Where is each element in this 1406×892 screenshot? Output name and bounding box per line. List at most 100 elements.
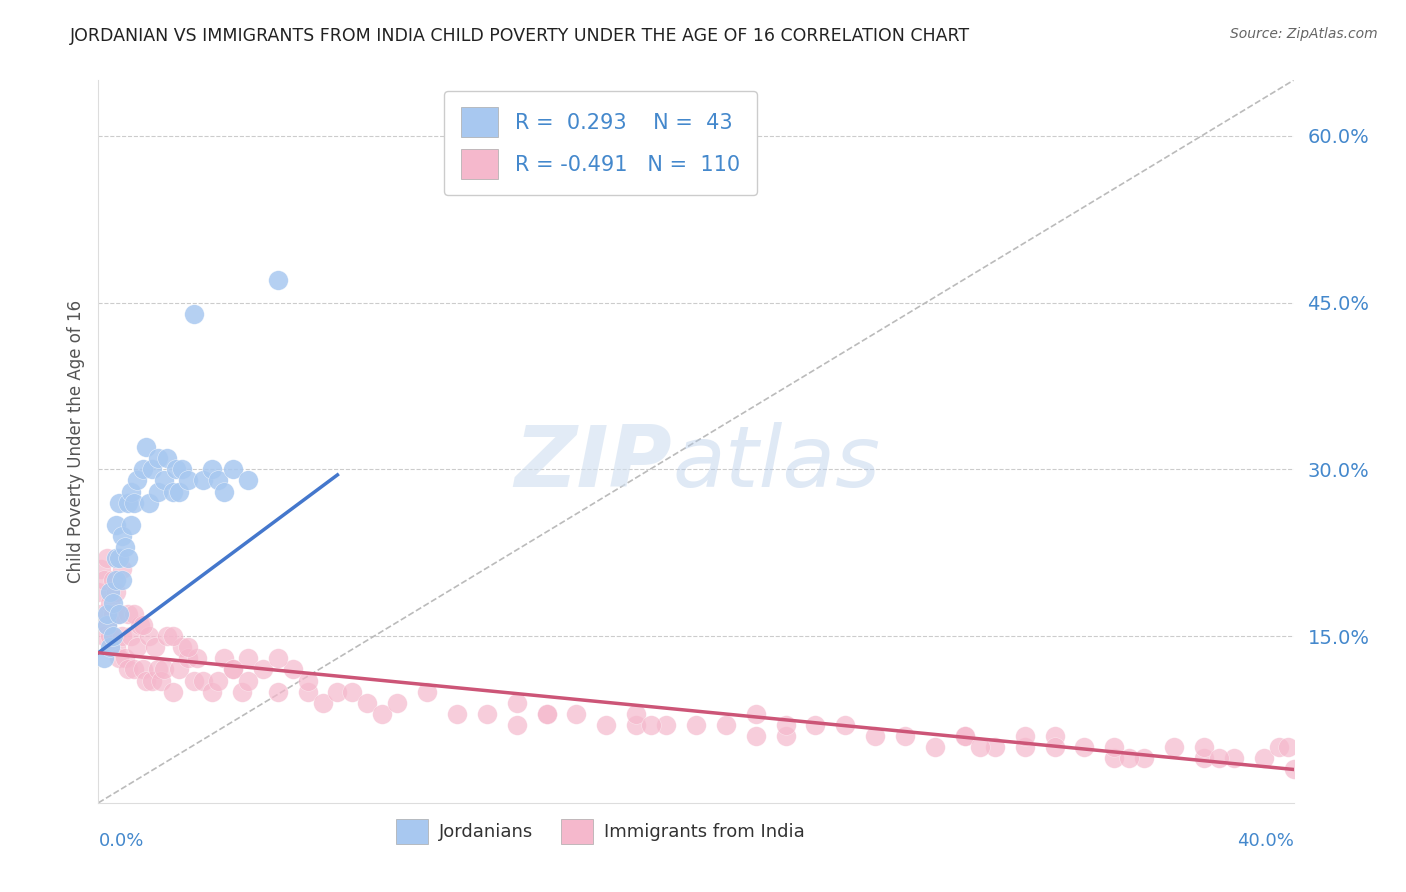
Text: ZIP: ZIP bbox=[515, 422, 672, 505]
Point bbox=[162, 484, 184, 499]
Point bbox=[222, 662, 245, 676]
Point bbox=[207, 673, 229, 688]
Point bbox=[207, 474, 229, 488]
Point bbox=[236, 651, 259, 665]
Point bbox=[93, 574, 115, 588]
Point bbox=[745, 706, 768, 721]
Point bbox=[186, 651, 208, 665]
Point bbox=[1282, 763, 1305, 777]
Point bbox=[108, 607, 131, 621]
Point bbox=[148, 662, 170, 676]
Point bbox=[105, 551, 128, 566]
Point bbox=[103, 607, 125, 621]
Point bbox=[714, 718, 737, 732]
Point bbox=[342, 684, 364, 698]
Point bbox=[105, 584, 128, 599]
Point bbox=[129, 618, 152, 632]
Text: 0.0%: 0.0% bbox=[98, 831, 143, 850]
Point bbox=[156, 629, 179, 643]
Point bbox=[150, 673, 173, 688]
Point bbox=[236, 474, 259, 488]
Point bbox=[1277, 740, 1299, 755]
Point bbox=[201, 684, 224, 698]
Point bbox=[953, 729, 976, 743]
Point bbox=[1223, 751, 1246, 765]
Point bbox=[236, 673, 259, 688]
Point bbox=[212, 651, 235, 665]
Point bbox=[626, 718, 648, 732]
Point bbox=[103, 596, 125, 610]
Point bbox=[96, 607, 118, 621]
Point bbox=[191, 474, 214, 488]
Point bbox=[124, 607, 146, 621]
Point bbox=[105, 517, 128, 532]
Point bbox=[177, 640, 200, 655]
Point bbox=[1043, 729, 1066, 743]
Point bbox=[775, 718, 797, 732]
Point bbox=[1014, 729, 1036, 743]
Point bbox=[141, 673, 163, 688]
Point bbox=[1118, 751, 1140, 765]
Point bbox=[1208, 751, 1230, 765]
Point bbox=[138, 629, 160, 643]
Point bbox=[90, 562, 112, 576]
Point bbox=[894, 729, 917, 743]
Point bbox=[111, 629, 134, 643]
Point bbox=[153, 662, 176, 676]
Point bbox=[1043, 740, 1066, 755]
Legend: Jordanians, Immigrants from India: Jordanians, Immigrants from India bbox=[389, 812, 811, 852]
Point bbox=[1073, 740, 1095, 755]
Point bbox=[297, 684, 319, 698]
Point bbox=[385, 696, 409, 710]
Point bbox=[132, 618, 155, 632]
Point bbox=[183, 673, 205, 688]
Point bbox=[162, 629, 184, 643]
Point bbox=[132, 462, 155, 476]
Point bbox=[98, 629, 122, 643]
Point bbox=[87, 584, 110, 599]
Point bbox=[167, 484, 190, 499]
Point bbox=[297, 673, 319, 688]
Point bbox=[162, 684, 184, 698]
Point bbox=[1163, 740, 1185, 755]
Point bbox=[536, 706, 558, 721]
Point bbox=[98, 584, 122, 599]
Point bbox=[222, 662, 245, 676]
Point bbox=[201, 462, 224, 476]
Point bbox=[153, 474, 176, 488]
Point bbox=[98, 596, 122, 610]
Point bbox=[745, 729, 768, 743]
Text: 40.0%: 40.0% bbox=[1237, 831, 1294, 850]
Point bbox=[108, 496, 131, 510]
Point bbox=[685, 718, 707, 732]
Point bbox=[148, 451, 170, 466]
Point bbox=[143, 640, 166, 655]
Point bbox=[222, 462, 245, 476]
Point bbox=[114, 651, 136, 665]
Point bbox=[475, 706, 498, 721]
Point bbox=[1133, 751, 1156, 765]
Point bbox=[595, 718, 617, 732]
Point bbox=[114, 540, 136, 554]
Point bbox=[1253, 751, 1275, 765]
Point bbox=[804, 718, 827, 732]
Text: Source: ZipAtlas.com: Source: ZipAtlas.com bbox=[1230, 27, 1378, 41]
Point bbox=[98, 640, 122, 655]
Point bbox=[231, 684, 253, 698]
Point bbox=[1192, 740, 1215, 755]
Point bbox=[93, 651, 115, 665]
Point bbox=[506, 718, 529, 732]
Point bbox=[565, 706, 588, 721]
Point bbox=[148, 484, 170, 499]
Point bbox=[156, 451, 179, 466]
Text: atlas: atlas bbox=[672, 422, 880, 505]
Point bbox=[281, 662, 304, 676]
Point bbox=[969, 740, 991, 755]
Point bbox=[105, 574, 128, 588]
Point bbox=[252, 662, 274, 676]
Point bbox=[183, 307, 205, 321]
Point bbox=[141, 462, 163, 476]
Point bbox=[356, 696, 378, 710]
Point bbox=[135, 440, 157, 454]
Point bbox=[124, 662, 146, 676]
